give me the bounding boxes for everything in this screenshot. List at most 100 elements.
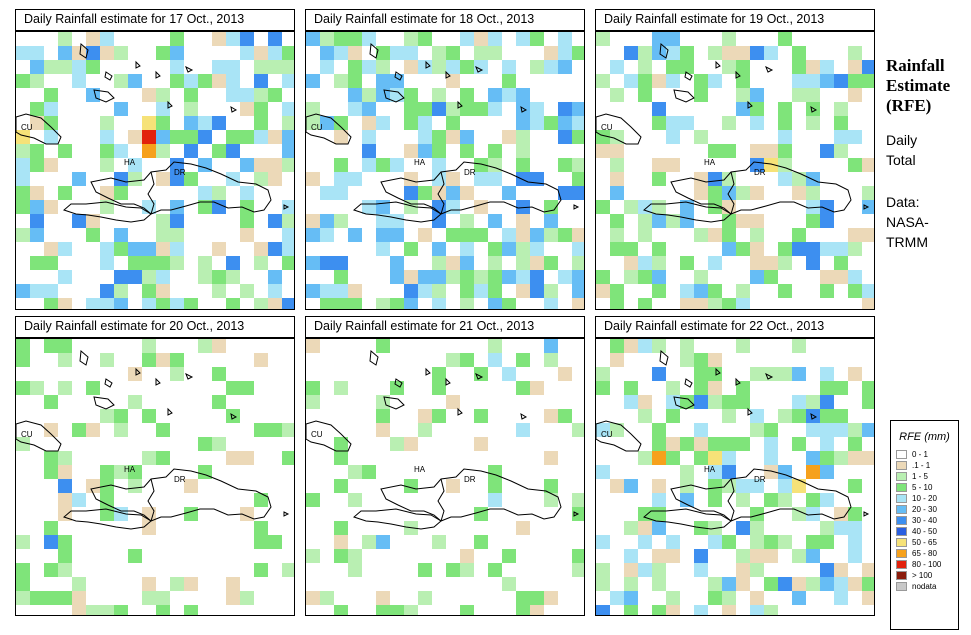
rainfall-cell bbox=[516, 381, 530, 395]
rainfall-cell bbox=[610, 591, 624, 605]
coastline bbox=[643, 508, 732, 530]
rainfall-cell bbox=[460, 32, 474, 46]
rainfall-cell bbox=[750, 242, 764, 256]
rainfall-cell bbox=[596, 563, 610, 577]
rainfall-cell bbox=[404, 270, 418, 284]
coastline bbox=[673, 89, 695, 103]
rainfall-cell bbox=[848, 130, 862, 144]
rainfall-cell bbox=[778, 116, 792, 130]
rainfall-cell bbox=[652, 521, 666, 535]
rainfall-cell bbox=[334, 298, 348, 309]
rainfall-cell bbox=[544, 46, 558, 60]
rainfall-cell bbox=[544, 60, 558, 74]
rainfall-cell bbox=[530, 242, 544, 256]
rainfall-cell bbox=[348, 102, 362, 116]
rainfall-cell bbox=[100, 32, 114, 46]
rainfall-cell bbox=[694, 74, 708, 88]
rainfall-cell bbox=[460, 144, 474, 158]
rainfall-cell bbox=[128, 465, 142, 479]
legend-label: 50 - 65 bbox=[912, 538, 937, 547]
rainfall-cell bbox=[820, 577, 834, 591]
rainfall-cell bbox=[226, 60, 240, 74]
rainfall-cell bbox=[736, 521, 750, 535]
rainfall-cell bbox=[376, 228, 390, 242]
rainfall-cell bbox=[708, 479, 722, 493]
rainfall-cell bbox=[44, 298, 58, 309]
legend-swatch bbox=[896, 560, 907, 569]
rainfall-cell bbox=[306, 32, 320, 46]
rainfall-cell bbox=[268, 284, 282, 298]
rainfall-cell bbox=[820, 493, 834, 507]
rainfall-cell bbox=[544, 214, 558, 228]
rainfall-cell bbox=[624, 549, 638, 563]
rainfall-cell bbox=[212, 242, 226, 256]
rainfall-cell bbox=[722, 172, 736, 186]
coastline bbox=[63, 508, 152, 530]
rainfall-cell bbox=[100, 242, 114, 256]
rainfall-cell bbox=[736, 88, 750, 102]
rainfall-cell bbox=[708, 256, 722, 270]
rainfall-cell bbox=[820, 563, 834, 577]
rainfall-cell bbox=[848, 507, 862, 521]
rainfall-cell bbox=[666, 605, 680, 615]
rainfall-cell bbox=[820, 437, 834, 451]
rainfall-cell bbox=[530, 256, 544, 270]
rainfall-cell bbox=[638, 270, 652, 284]
border-line bbox=[437, 478, 445, 522]
rainfall-cell bbox=[226, 144, 240, 158]
border-line bbox=[437, 171, 445, 215]
rainfall-cell bbox=[170, 46, 184, 60]
rainfall-cell bbox=[610, 284, 624, 298]
rainfall-cell bbox=[254, 256, 268, 270]
rainfall-cell bbox=[624, 479, 638, 493]
rainfall-cell bbox=[156, 605, 170, 615]
rainfall-cell bbox=[516, 605, 530, 615]
rainfall-cell bbox=[460, 130, 474, 144]
rainfall-cell bbox=[198, 256, 212, 270]
rainfall-cell bbox=[212, 437, 226, 451]
rainfall-cell bbox=[156, 270, 170, 284]
rainfall-cell bbox=[736, 493, 750, 507]
rainfall-cell bbox=[624, 577, 638, 591]
coastline bbox=[16, 113, 62, 145]
rainfall-cell bbox=[306, 102, 320, 116]
rainfall-cell bbox=[254, 74, 268, 88]
rainfall-cell bbox=[764, 451, 778, 465]
coastline bbox=[93, 396, 115, 410]
rainfall-cell bbox=[848, 423, 862, 437]
rainfall-cell bbox=[750, 507, 764, 521]
coastline bbox=[643, 201, 732, 223]
rainfall-cell bbox=[750, 549, 764, 563]
region-label-dr: DR bbox=[754, 168, 766, 177]
rainfall-cell bbox=[792, 46, 806, 60]
region-label-cuba: CU bbox=[601, 430, 613, 439]
rainfall-cell bbox=[334, 270, 348, 284]
rainfall-cell bbox=[694, 549, 708, 563]
rainfall-cell bbox=[268, 214, 282, 228]
rainfall-cell bbox=[624, 270, 638, 284]
rainfall-cell bbox=[736, 242, 750, 256]
coastline bbox=[230, 412, 238, 420]
coastline bbox=[306, 420, 352, 452]
coastline bbox=[79, 349, 89, 366]
rainfall-cell bbox=[226, 270, 240, 284]
rainfall-cell bbox=[558, 186, 572, 200]
rainfall-cell bbox=[44, 395, 58, 409]
rainfall-cell bbox=[806, 186, 820, 200]
map-svg: CU HA DR bbox=[16, 339, 294, 615]
rainfall-cell bbox=[610, 158, 624, 172]
rainfall-cell bbox=[58, 60, 72, 74]
rainfall-cell bbox=[680, 46, 694, 60]
rainfall-cell bbox=[306, 74, 320, 88]
rainfall-cell bbox=[638, 298, 652, 309]
rainfall-cell bbox=[58, 32, 72, 46]
legend-label: 20 - 30 bbox=[912, 505, 937, 514]
rainfall-cell bbox=[502, 130, 516, 144]
rainfall-cell bbox=[806, 493, 820, 507]
rainfall-cell bbox=[212, 395, 226, 409]
rainfall-cell bbox=[376, 46, 390, 60]
rainfall-cell bbox=[610, 339, 624, 353]
period-text: Daily Total bbox=[886, 132, 918, 168]
rainfall-cell bbox=[418, 591, 432, 605]
rainfall-cell bbox=[128, 549, 142, 563]
